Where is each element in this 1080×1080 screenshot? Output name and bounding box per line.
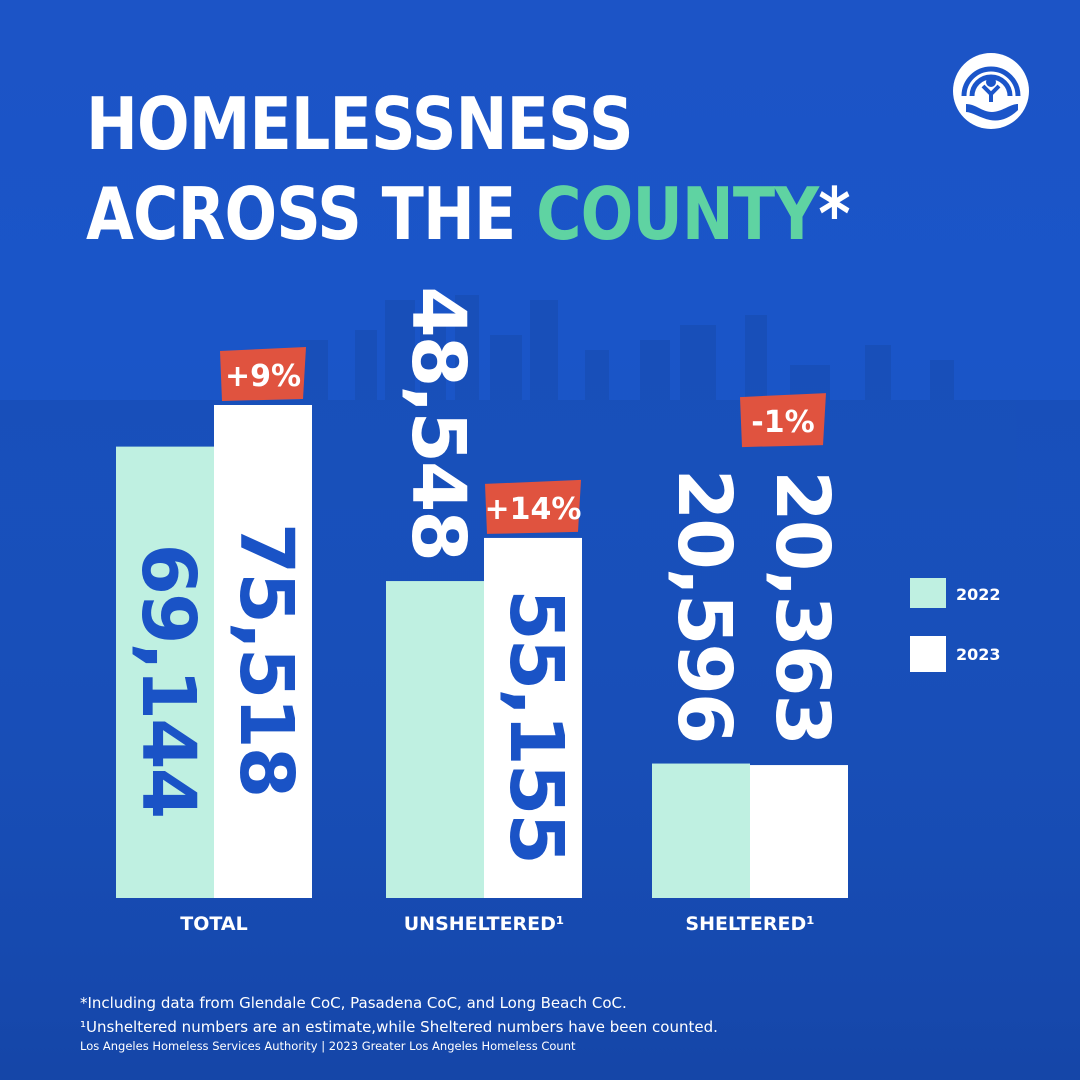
title-highlight: COUNTY: [536, 172, 819, 256]
bar-value-label: 20,596: [661, 469, 747, 743]
footnote-data-sources: *Including data from Glendale CoC, Pasad…: [80, 994, 627, 1012]
footnote-source: Los Angeles Homeless Services Authority …: [80, 1039, 576, 1053]
change-badge: [220, 347, 306, 401]
bar-value-label: 55,155: [493, 589, 579, 863]
change-badge: [485, 479, 581, 534]
category-label: SHELTERED¹: [685, 913, 814, 935]
bar-2023: [750, 765, 848, 898]
legend-swatch-2023: [910, 636, 946, 672]
category-label: TOTAL: [180, 913, 247, 935]
page-title-line-1: HOMELESSNESS: [86, 82, 634, 166]
legend-label-2023: 2023: [956, 645, 1001, 664]
title-suffix: *: [818, 172, 850, 256]
bar-value-label: 48,548: [395, 286, 481, 560]
title-prefix: ACROSS THE: [86, 172, 537, 256]
bar-2022: [386, 581, 484, 898]
footnote-estimate-note: ¹Unsheltered numbers are an estimate,whi…: [80, 1018, 718, 1036]
bar-2022: [652, 763, 750, 898]
bar-2023: [214, 405, 312, 898]
category-label: UNSHELTERED¹: [404, 913, 565, 935]
change-badge: [740, 393, 826, 448]
legend: 2022 2023: [910, 578, 1001, 672]
bar-value-label: 69,144: [125, 544, 211, 818]
change-badge-label: +9%: [225, 359, 301, 394]
legend-label-2022: 2022: [956, 585, 1001, 604]
legend-swatch-2022: [910, 578, 946, 608]
bar-2022: [116, 446, 214, 898]
bar-value-label: 20,363: [759, 470, 845, 744]
bar-value-label: 75,518: [223, 523, 309, 797]
change-badge-label: -1%: [751, 405, 814, 440]
page-title-line-2: ACROSS THE COUNTY*: [86, 178, 851, 250]
united-way-hand-icon: [953, 53, 1029, 129]
change-badge-label: +14%: [485, 492, 582, 527]
bar-2023: [484, 537, 582, 898]
